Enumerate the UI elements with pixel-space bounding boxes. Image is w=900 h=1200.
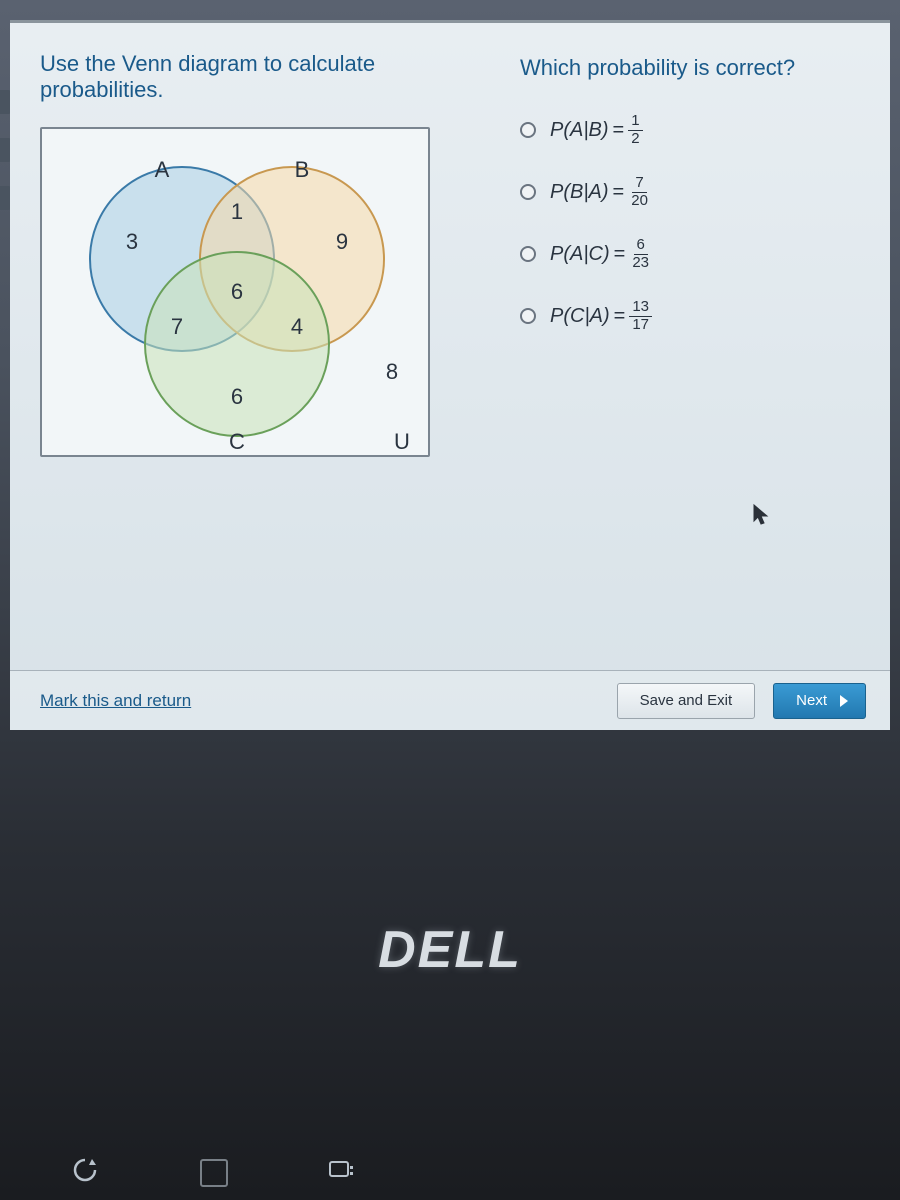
option-label: P(A|B)	[550, 119, 609, 142]
option-3[interactable]: P(A|C) = 623	[520, 237, 866, 271]
next-button[interactable]: Next	[773, 683, 866, 719]
fraction-denominator: 23	[629, 255, 652, 272]
region-value-A-only: 3	[126, 229, 138, 254]
option-expression: P(A|C) = 623	[550, 237, 652, 271]
fraction-numerator: 1	[628, 113, 642, 131]
mark-return-link[interactable]: Mark this and return	[40, 691, 191, 711]
fraction-numerator: 7	[632, 175, 646, 193]
taskbar-overflow-icon[interactable]	[328, 1158, 358, 1187]
set-label-c: C	[229, 429, 245, 454]
fraction-denominator: 17	[629, 317, 652, 334]
refresh-icon[interactable]	[70, 1155, 100, 1190]
region-value-AB: 1	[231, 199, 243, 224]
fraction: 12	[628, 113, 642, 147]
fraction-numerator: 6	[634, 237, 648, 255]
option-expression: P(B|A) = 720	[550, 175, 651, 209]
equals-sign: =	[614, 243, 626, 266]
dell-logo: DELL	[378, 920, 522, 980]
fraction-denominator: 2	[628, 131, 642, 148]
quiz-panel: Use the Venn diagram to calculate probab…	[10, 20, 890, 730]
radio-icon[interactable]	[520, 184, 536, 200]
fraction-denominator: 20	[628, 193, 651, 210]
options-group: P(A|B) = 12 P(B|A) = 720 P(A|C) = 623 P(C|A…	[520, 113, 866, 333]
region-value-B-only: 9	[336, 229, 348, 254]
option-2[interactable]: P(B|A) = 720	[520, 175, 866, 209]
radio-icon[interactable]	[520, 308, 536, 324]
option-label: P(C|A)	[550, 305, 610, 328]
region-value-outside: 8	[386, 359, 398, 384]
region-value-AC: 7	[171, 314, 183, 339]
save-exit-button[interactable]: Save and Exit	[617, 683, 756, 719]
equals-sign: =	[614, 305, 626, 328]
equals-sign: =	[613, 181, 625, 204]
instruction-text: Use the Venn diagram to calculate probab…	[40, 51, 480, 103]
set-label-b: B	[295, 157, 310, 182]
fraction: 1317	[629, 299, 652, 333]
next-label: Next	[796, 692, 827, 709]
set-label-u: U	[394, 429, 410, 454]
region-value-BC: 4	[291, 314, 303, 339]
chevron-right-icon	[839, 694, 851, 708]
option-label: P(A|C)	[550, 243, 610, 266]
option-expression: P(C|A) = 1317	[550, 299, 652, 333]
fraction: 623	[629, 237, 652, 271]
footer-bar: Mark this and return Save and Exit Next	[10, 670, 890, 730]
taskbar-app-icon[interactable]	[200, 1159, 228, 1187]
option-4[interactable]: P(C|A) = 1317	[520, 299, 866, 333]
set-label-a: A	[155, 157, 170, 182]
radio-icon[interactable]	[520, 246, 536, 262]
fraction: 720	[628, 175, 651, 209]
question-text: Which probability is correct?	[520, 55, 866, 81]
region-value-ABC: 6	[231, 279, 243, 304]
venn-diagram: 3 9 6 1 7 4 6 8 A B C U	[40, 127, 430, 457]
fraction-numerator: 13	[629, 299, 652, 317]
option-label: P(B|A)	[550, 181, 609, 204]
cursor-icon	[752, 503, 770, 532]
option-expression: P(A|B) = 12	[550, 113, 643, 147]
save-exit-label: Save and Exit	[640, 692, 733, 709]
equals-sign: =	[613, 119, 625, 142]
region-value-C-only: 6	[231, 384, 243, 409]
radio-icon[interactable]	[520, 122, 536, 138]
option-1[interactable]: P(A|B) = 12	[520, 113, 866, 147]
venn-svg: 3 9 6 1 7 4 6 8 A B C U	[42, 129, 432, 459]
taskbar	[70, 1155, 358, 1190]
